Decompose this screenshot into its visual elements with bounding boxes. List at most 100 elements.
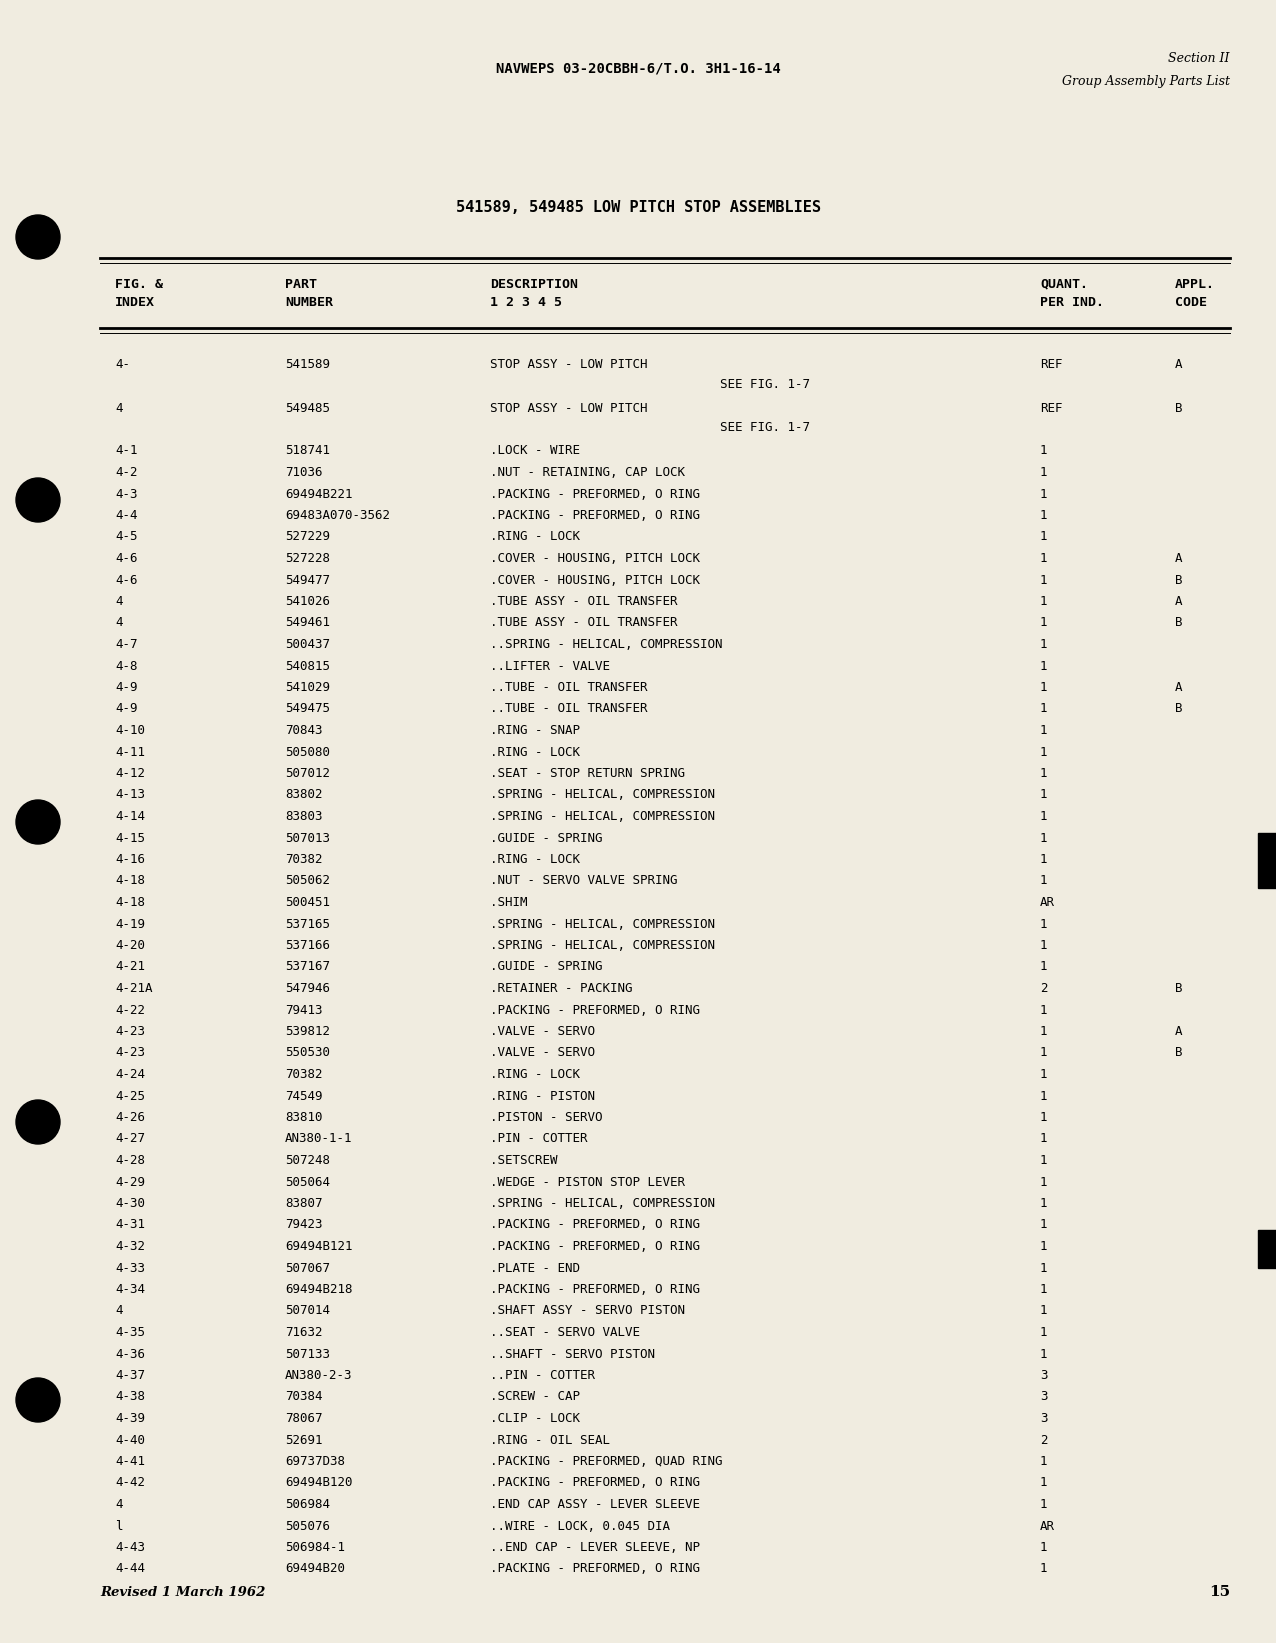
Text: 4-37: 4-37 bbox=[115, 1369, 145, 1382]
Text: 70843: 70843 bbox=[285, 725, 323, 738]
Text: B: B bbox=[1175, 1047, 1183, 1060]
Text: .SEAT - STOP RETURN SPRING: .SEAT - STOP RETURN SPRING bbox=[490, 767, 685, 780]
Text: A: A bbox=[1175, 680, 1183, 693]
Text: 505062: 505062 bbox=[285, 874, 330, 887]
Text: 1: 1 bbox=[1040, 509, 1048, 522]
Text: B: B bbox=[1175, 401, 1183, 414]
Text: A: A bbox=[1175, 1025, 1183, 1038]
Text: 541026: 541026 bbox=[285, 595, 330, 608]
Text: .SCREW - CAP: .SCREW - CAP bbox=[490, 1390, 581, 1403]
Text: 4-19: 4-19 bbox=[115, 917, 145, 930]
Text: 4-5: 4-5 bbox=[115, 531, 138, 544]
Text: 1: 1 bbox=[1040, 1068, 1048, 1081]
Text: 4-20: 4-20 bbox=[115, 940, 145, 951]
Text: 4-43: 4-43 bbox=[115, 1541, 145, 1554]
Text: 1: 1 bbox=[1040, 1132, 1048, 1145]
Text: 1: 1 bbox=[1040, 1562, 1048, 1576]
Text: A: A bbox=[1175, 552, 1183, 565]
Text: 1: 1 bbox=[1040, 637, 1048, 651]
Text: 79413: 79413 bbox=[285, 1004, 323, 1017]
Text: 4: 4 bbox=[115, 595, 122, 608]
Text: 4-24: 4-24 bbox=[115, 1068, 145, 1081]
Text: 541029: 541029 bbox=[285, 680, 330, 693]
Text: 540815: 540815 bbox=[285, 659, 330, 672]
Text: STOP ASSY - LOW PITCH: STOP ASSY - LOW PITCH bbox=[490, 401, 647, 414]
Text: INDEX: INDEX bbox=[115, 296, 154, 309]
Text: 506984-1: 506984-1 bbox=[285, 1541, 345, 1554]
Text: QUANT.: QUANT. bbox=[1040, 278, 1088, 291]
Text: DESCRIPTION: DESCRIPTION bbox=[490, 278, 578, 291]
Text: 1: 1 bbox=[1040, 1498, 1048, 1512]
Text: 527229: 527229 bbox=[285, 531, 330, 544]
Text: ..LIFTER - VALVE: ..LIFTER - VALVE bbox=[490, 659, 610, 672]
Text: .COVER - HOUSING, PITCH LOCK: .COVER - HOUSING, PITCH LOCK bbox=[490, 573, 701, 587]
Text: 500437: 500437 bbox=[285, 637, 330, 651]
Text: .PACKING - PREFORMED, O RING: .PACKING - PREFORMED, O RING bbox=[490, 1283, 701, 1296]
Text: .PACKING - PREFORMED, O RING: .PACKING - PREFORMED, O RING bbox=[490, 1477, 701, 1490]
Text: l: l bbox=[115, 1520, 122, 1533]
Text: .PACKING - PREFORMED, O RING: .PACKING - PREFORMED, O RING bbox=[490, 1004, 701, 1017]
Text: A: A bbox=[1175, 595, 1183, 608]
Text: STOP ASSY - LOW PITCH: STOP ASSY - LOW PITCH bbox=[490, 358, 647, 371]
Text: 500451: 500451 bbox=[285, 895, 330, 909]
Text: 1: 1 bbox=[1040, 703, 1048, 715]
Text: 4-33: 4-33 bbox=[115, 1262, 145, 1275]
Circle shape bbox=[17, 800, 60, 845]
Text: .PACKING - PREFORMED, O RING: .PACKING - PREFORMED, O RING bbox=[490, 1219, 701, 1232]
Text: 4-27: 4-27 bbox=[115, 1132, 145, 1145]
Text: 4-28: 4-28 bbox=[115, 1153, 145, 1167]
Text: 69483A070-3562: 69483A070-3562 bbox=[285, 509, 390, 522]
Text: 4-40: 4-40 bbox=[115, 1433, 145, 1446]
Text: 1: 1 bbox=[1040, 810, 1048, 823]
Text: 537165: 537165 bbox=[285, 917, 330, 930]
Text: 549485: 549485 bbox=[285, 401, 330, 414]
Text: ..SEAT - SERVO VALVE: ..SEAT - SERVO VALVE bbox=[490, 1326, 641, 1339]
Text: .SHIM: .SHIM bbox=[490, 895, 527, 909]
Text: .PACKING - PREFORMED, O RING: .PACKING - PREFORMED, O RING bbox=[490, 1562, 701, 1576]
Text: 4-18: 4-18 bbox=[115, 895, 145, 909]
Text: AR: AR bbox=[1040, 1520, 1055, 1533]
Text: 69494B221: 69494B221 bbox=[285, 488, 352, 501]
Text: 4-42: 4-42 bbox=[115, 1477, 145, 1490]
Text: 4-16: 4-16 bbox=[115, 853, 145, 866]
Text: 507133: 507133 bbox=[285, 1347, 330, 1360]
Text: 1: 1 bbox=[1040, 531, 1048, 544]
Text: 4-1: 4-1 bbox=[115, 445, 138, 457]
Text: 15: 15 bbox=[1208, 1585, 1230, 1599]
Text: 527228: 527228 bbox=[285, 552, 330, 565]
Text: 4-35: 4-35 bbox=[115, 1326, 145, 1339]
Text: 1: 1 bbox=[1040, 1240, 1048, 1254]
Text: 506984: 506984 bbox=[285, 1498, 330, 1512]
Text: .GUIDE - SPRING: .GUIDE - SPRING bbox=[490, 961, 602, 974]
Text: 74549: 74549 bbox=[285, 1089, 323, 1102]
Text: 4: 4 bbox=[115, 401, 122, 414]
Text: 4-25: 4-25 bbox=[115, 1089, 145, 1102]
Text: 505080: 505080 bbox=[285, 746, 330, 759]
Text: 1: 1 bbox=[1040, 1089, 1048, 1102]
Text: .TUBE ASSY - OIL TRANSFER: .TUBE ASSY - OIL TRANSFER bbox=[490, 616, 678, 629]
Text: 69737D38: 69737D38 bbox=[285, 1456, 345, 1467]
Text: 1: 1 bbox=[1040, 746, 1048, 759]
Text: 1: 1 bbox=[1040, 1004, 1048, 1017]
Text: .PACKING - PREFORMED, QUAD RING: .PACKING - PREFORMED, QUAD RING bbox=[490, 1456, 722, 1467]
Text: PART: PART bbox=[285, 278, 316, 291]
Text: 78067: 78067 bbox=[285, 1411, 323, 1424]
Text: 1: 1 bbox=[1040, 595, 1048, 608]
Text: 2: 2 bbox=[1040, 983, 1048, 996]
Bar bbox=[1258, 1231, 1276, 1268]
Text: .RING - LOCK: .RING - LOCK bbox=[490, 531, 581, 544]
Text: 1: 1 bbox=[1040, 767, 1048, 780]
Text: 1: 1 bbox=[1040, 1198, 1048, 1209]
Text: 1: 1 bbox=[1040, 680, 1048, 693]
Text: NAVWEPS 03-20CBBH-6/T.O. 3H1-16-14: NAVWEPS 03-20CBBH-6/T.O. 3H1-16-14 bbox=[495, 61, 781, 76]
Text: .END CAP ASSY - LEVER SLEEVE: .END CAP ASSY - LEVER SLEEVE bbox=[490, 1498, 701, 1512]
Text: SEE FIG. 1-7: SEE FIG. 1-7 bbox=[720, 378, 810, 391]
Text: 4-13: 4-13 bbox=[115, 789, 145, 802]
Text: ..TUBE - OIL TRANSFER: ..TUBE - OIL TRANSFER bbox=[490, 703, 647, 715]
Circle shape bbox=[17, 478, 60, 522]
Text: 4-21: 4-21 bbox=[115, 961, 145, 974]
Text: 4-39: 4-39 bbox=[115, 1411, 145, 1424]
Text: 1: 1 bbox=[1040, 961, 1048, 974]
Text: 1: 1 bbox=[1040, 1025, 1048, 1038]
Text: Group Assembly Parts List: Group Assembly Parts List bbox=[1062, 76, 1230, 89]
